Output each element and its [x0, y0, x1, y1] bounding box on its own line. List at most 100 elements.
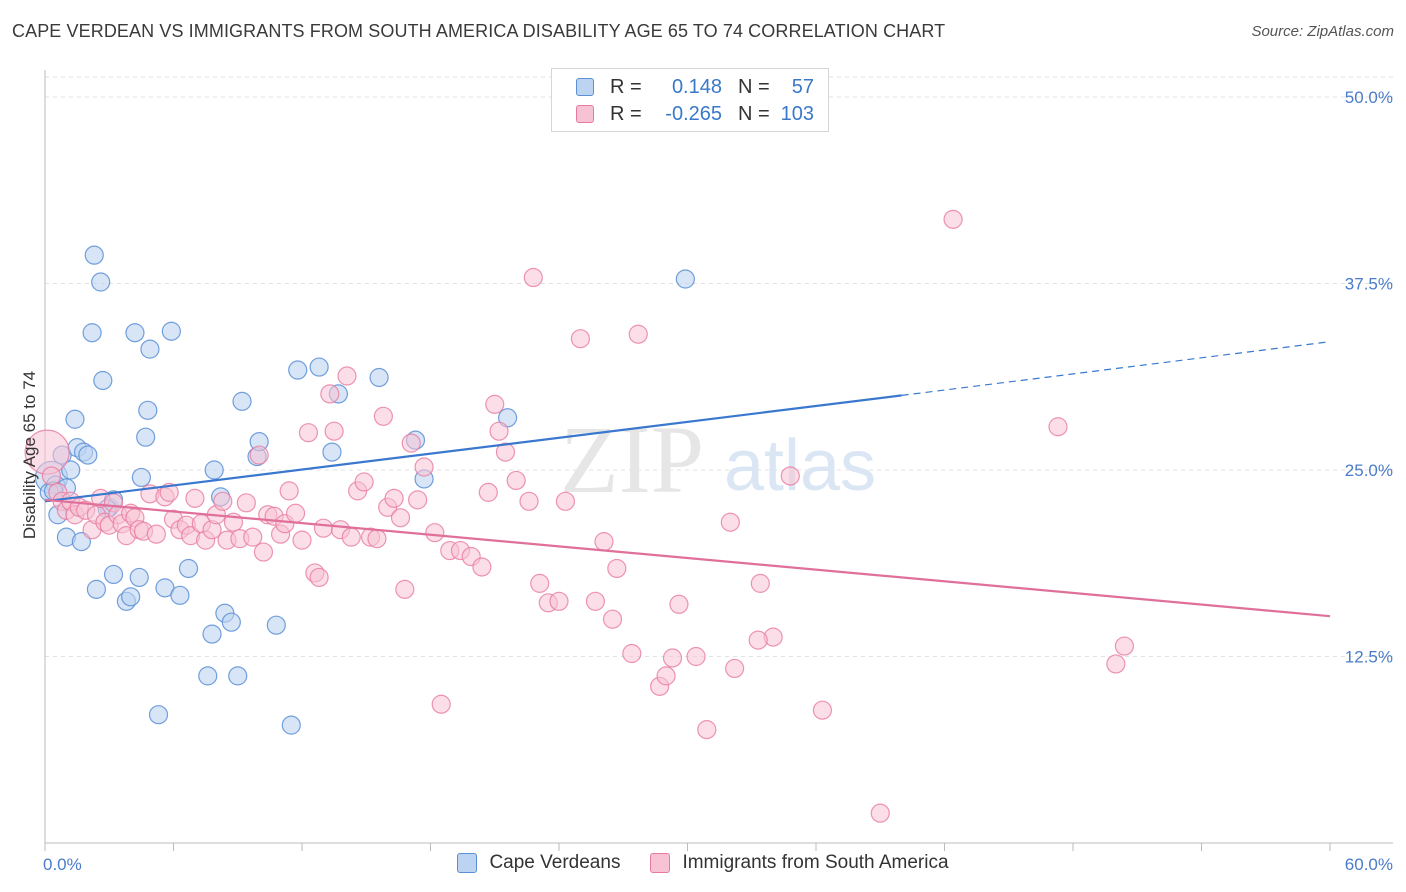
data-point-immigrants	[425, 523, 445, 543]
data-point-immigrants	[686, 646, 706, 667]
data-point-immigrants	[549, 591, 569, 611]
data-point-cape-verdeans	[266, 615, 286, 635]
legend-row-pink: R = -0.265 N = 103	[576, 102, 814, 126]
data-point-immigrants	[213, 491, 233, 511]
data-point-immigrants	[594, 532, 614, 552]
data-point-cape-verdeans	[288, 360, 308, 380]
data-point-immigrants	[555, 491, 576, 511]
trend-lines	[44, 341, 1331, 618]
data-point-immigrants	[697, 720, 717, 740]
y-tick-label: 50.0%	[1345, 88, 1393, 107]
legend-item-immigrants: Immigrants from South America	[650, 852, 949, 874]
data-point-cape-verdeans	[178, 558, 199, 579]
data-point-immigrants	[373, 406, 393, 426]
legend-item-cape-verdeans: Cape Verdeans	[457, 852, 620, 874]
data-point-immigrants	[720, 512, 740, 532]
data-point-immigrants	[408, 490, 428, 510]
data-point-immigrants	[354, 472, 374, 492]
legend-n-label: N =	[738, 102, 770, 125]
data-point-immigrants	[748, 630, 768, 650]
legend-n-value: 57	[791, 75, 814, 98]
data-point-cape-verdeans	[281, 715, 301, 735]
data-point-immigrants	[401, 433, 421, 453]
data-point-immigrants	[320, 384, 340, 404]
data-point-cape-verdeans	[71, 532, 92, 552]
series-immigrants-south-america	[24, 209, 1135, 823]
legend-r-value: -0.265	[665, 102, 722, 125]
data-point-immigrants	[602, 609, 623, 629]
correlation-legend: R = 0.148 N = 57 R = -0.265 N = 103	[551, 68, 829, 132]
data-point-immigrants	[243, 527, 263, 547]
data-point-immigrants	[607, 558, 627, 579]
series-legend: Cape Verdeans Immigrants from South Amer…	[0, 852, 1406, 874]
data-point-immigrants	[628, 324, 648, 344]
data-point-immigrants	[341, 527, 361, 547]
data-point-cape-verdeans	[103, 564, 124, 585]
data-point-cape-verdeans	[675, 269, 695, 289]
data-point-immigrants	[279, 481, 299, 501]
legend-n-value: 103	[780, 102, 814, 125]
x-tick-label: 0.0%	[43, 855, 82, 874]
data-point-immigrants	[236, 493, 256, 513]
data-point-cape-verdeans	[221, 612, 241, 632]
data-point-cape-verdeans	[140, 339, 160, 359]
data-point-cape-verdeans	[309, 357, 329, 377]
x-tick-label: 60.0%	[1345, 855, 1393, 874]
data-point-cape-verdeans	[129, 567, 149, 588]
grid-lines	[45, 76, 1393, 657]
data-point-immigrants	[384, 488, 404, 508]
legend-r-label: R =	[610, 102, 642, 125]
data-point-immigrants	[395, 579, 415, 599]
data-point-immigrants	[622, 643, 642, 664]
data-point-immigrants	[530, 573, 550, 593]
legend-swatch-pink	[576, 105, 594, 123]
trend-line-cape-verdeans	[44, 394, 902, 503]
data-point-immigrants	[146, 524, 166, 544]
data-point-immigrants	[523, 267, 543, 288]
data-point-immigrants	[431, 694, 451, 714]
y-tick-label: 25.0%	[1345, 461, 1393, 480]
legend-r-label: R =	[610, 75, 642, 98]
data-point-immigrants	[159, 482, 179, 502]
data-point-cape-verdeans	[170, 585, 190, 605]
data-point-cape-verdeans	[202, 624, 222, 644]
data-point-immigrants	[1106, 654, 1126, 674]
data-point-cape-verdeans	[131, 467, 151, 488]
y-tick-label: 37.5%	[1345, 275, 1393, 294]
data-point-immigrants	[780, 466, 800, 486]
data-point-cape-verdeans	[138, 400, 158, 420]
data-point-immigrants	[313, 518, 334, 538]
data-point-immigrants	[324, 421, 344, 441]
data-point-cape-verdeans	[78, 445, 98, 465]
data-point-cape-verdeans	[84, 245, 104, 265]
data-point-immigrants	[725, 658, 745, 679]
legend-swatch-pink	[650, 853, 671, 873]
data-point-cape-verdeans	[232, 391, 252, 411]
data-point-immigrants	[414, 457, 434, 477]
legend-label-immigrants: Immigrants from South America	[682, 852, 949, 873]
data-point-immigrants	[585, 591, 606, 611]
data-point-immigrants	[472, 557, 492, 577]
data-point-immigrants	[489, 421, 509, 441]
data-point-immigrants	[812, 700, 833, 720]
watermark-atlas: atlas	[724, 426, 876, 506]
y-tick-label: 12.5%	[1345, 648, 1393, 667]
data-point-immigrants	[298, 423, 319, 443]
data-point-cape-verdeans	[369, 367, 389, 388]
y-axis-label: Disability Age 65 to 74	[20, 370, 39, 540]
data-point-cape-verdeans	[136, 427, 156, 447]
legend-n-label: N =	[738, 75, 770, 98]
data-point-immigrants	[309, 567, 329, 588]
watermark: ZIP atlas	[560, 406, 876, 513]
data-point-cape-verdeans	[82, 323, 102, 343]
data-point-immigrants	[478, 482, 498, 502]
legend-swatch-blue	[457, 853, 478, 873]
data-point-immigrants	[750, 573, 770, 593]
data-point-immigrants	[185, 488, 205, 508]
data-point-immigrants	[41, 466, 62, 486]
data-point-immigrants	[495, 442, 516, 462]
data-point-immigrants	[367, 529, 387, 549]
trend-line-cape-verdeans-projection	[901, 341, 1331, 396]
data-point-cape-verdeans	[322, 442, 342, 462]
